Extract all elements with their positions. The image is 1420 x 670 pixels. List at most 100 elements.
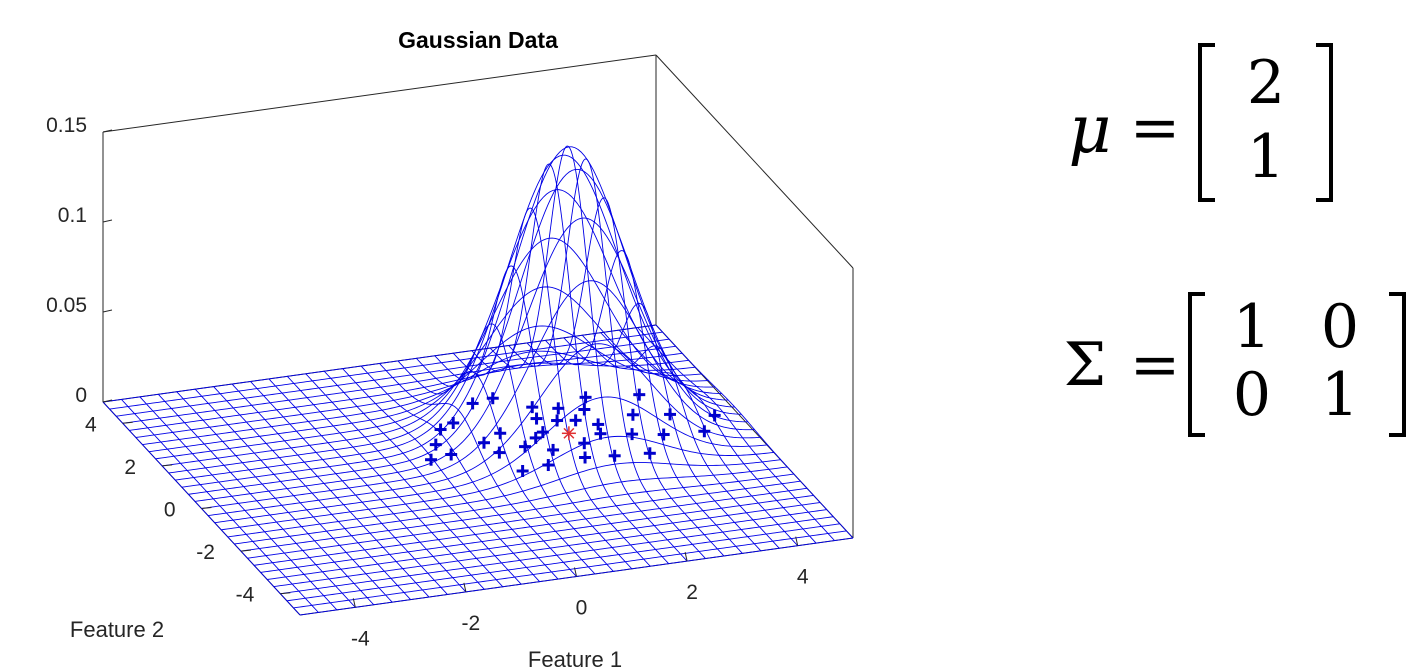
y-tick [122,421,133,424]
mu-symbol: μ [1069,91,1112,168]
z-tick-label: 0.15 [46,114,87,137]
sample-point [429,438,442,451]
x-tick [574,567,577,577]
mesh-line-x-29 [637,327,835,541]
axes-box [102,54,854,616]
y-tick-label: -4 [236,584,255,607]
x-axis-label: Feature 1 [528,647,622,670]
sample-point [633,388,646,401]
sigma-value-22: 1 [1321,360,1359,430]
mesh-line-y-25 [135,359,689,438]
mesh-line-y-18 [181,146,735,488]
sample-point [594,427,607,440]
sample-point [552,402,565,415]
z-tick [102,399,113,403]
sample-point [626,408,639,421]
x-tick-label: 2 [686,581,698,604]
z-tick [102,309,113,313]
sample-point [494,427,507,440]
sample-point [569,414,582,427]
sigma-equals: = [1130,330,1180,400]
sample-point [547,443,560,456]
z-tick-label: 0.05 [46,294,87,317]
y-axis-label: Feature 2 [70,617,164,642]
covariance-equation: Σ = 1 0 0 1 [1064,292,1406,437]
mesh-line-x-22 [508,158,706,559]
z-tick [102,219,113,223]
sample-point [698,425,711,438]
y-tick [162,464,173,467]
mesh-line-x-28 [618,329,817,544]
y-tick-label: -2 [196,541,215,564]
sample-point [592,418,605,431]
mesh-line-y-30 [102,324,657,403]
mean-marker-stroke [563,427,575,439]
x-tick-label: 0 [576,597,588,620]
mean-equation: μ = 2 1 [1069,43,1333,202]
mesh-line-x-13 [342,368,540,582]
x-tick [795,536,799,546]
sample-point [657,428,670,441]
y-tick-label: 0 [164,499,176,522]
sample-points [425,388,721,477]
sigma-symbol: Σ [1064,330,1106,400]
sample-point [664,408,677,421]
sample-point [447,416,460,429]
mesh-line-x-23 [526,197,725,557]
x-tick-label: -2 [462,612,481,635]
x-tick [352,598,356,608]
x-tick-label: -4 [351,627,370,650]
sample-point [519,440,532,453]
surface-mesh [102,145,854,616]
sample-point [434,423,447,436]
box-edge-top-back [102,54,657,133]
mu-equals: = [1130,93,1180,163]
mesh-line-y-28 [116,338,670,417]
mu-left-bracket [1198,43,1215,202]
sample-point [551,414,564,427]
sample-point [425,453,438,466]
y-tick [201,507,212,509]
sample-point [578,437,591,450]
axes-3d: -4 -2 0 2 4 -4 -2 0 2 4 0 0.05 0.1 0.15 [46,54,854,650]
x-tick-label: 4 [797,566,809,589]
sigma-right-bracket [1389,292,1406,437]
x-tick [463,582,467,593]
axis-ticks: -4 -2 0 2 4 -4 -2 0 2 4 0 0.05 0.1 0.15 [46,114,809,650]
sample-point [466,397,479,410]
sample-point [578,403,591,416]
mesh-line-y-15 [201,280,755,509]
mesh-line-y-11 [227,459,781,538]
sigma-value-12: 0 [1321,292,1359,362]
sigma-value-11: 1 [1233,292,1271,362]
z-tick-label: 0 [75,384,87,407]
mean-marker [561,426,576,441]
sample-point [530,412,543,425]
sample-point [486,392,499,405]
sigma-left-bracket [1188,292,1205,437]
sample-point [608,449,621,462]
mesh-line-y-24 [142,350,696,446]
mesh-line-y-27 [122,345,676,424]
mesh-line-x-24 [545,250,743,554]
sample-point [579,451,592,464]
sample-point [529,431,542,444]
sample-point [708,409,721,422]
box-edge-top-right [655,54,854,269]
sigma-value-21: 0 [1233,360,1271,430]
z-tick [102,129,113,133]
mesh-line-x-14 [360,365,559,580]
sample-point [493,446,506,459]
sample-point [477,436,490,449]
mu-value-1: 2 [1247,48,1285,118]
sample-point [579,391,592,404]
chart-title: Gaussian Data [398,27,558,53]
mesh-line-y-10 [234,466,788,545]
mesh-line-x-30 [655,324,854,539]
y-tick-label: 4 [85,413,97,436]
mesh-line-y-19 [175,154,729,481]
mesh-line-x-27 [600,332,799,547]
y-tick-label: 2 [124,456,136,479]
sample-point [445,448,458,461]
